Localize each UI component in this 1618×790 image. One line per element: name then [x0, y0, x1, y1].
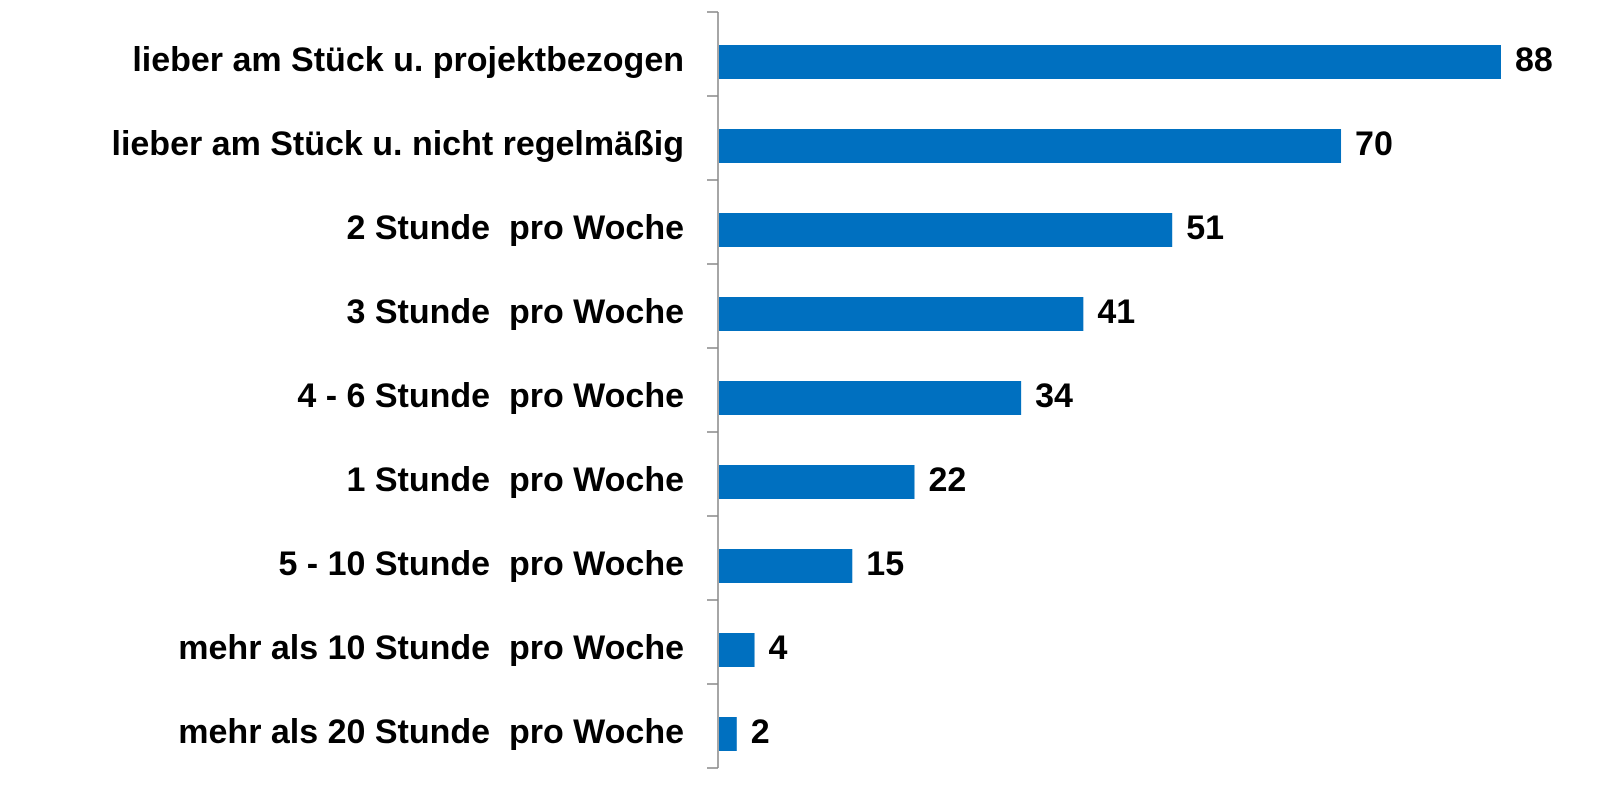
- bar: [719, 213, 1173, 247]
- bar: [719, 465, 915, 499]
- bar: [719, 129, 1342, 163]
- bar: [719, 381, 1022, 415]
- bar: [719, 297, 1084, 331]
- category-label: mehr als 10 Stunde pro Woche: [178, 629, 684, 667]
- value-label: 34: [1035, 377, 1073, 415]
- bar: [719, 717, 737, 751]
- category-label: 4 - 6 Stunde pro Woche: [297, 377, 684, 415]
- category-label: 3 Stunde pro Woche: [346, 293, 684, 331]
- bar: [719, 633, 755, 667]
- category-label: mehr als 20 Stunde pro Woche: [178, 713, 684, 751]
- category-label: 5 - 10 Stunde pro Woche: [278, 545, 684, 583]
- value-label: 15: [866, 545, 904, 583]
- value-label: 4: [769, 629, 788, 667]
- category-label: 1 Stunde pro Woche: [346, 461, 684, 499]
- value-label: 22: [929, 461, 967, 499]
- bar: [719, 549, 853, 583]
- value-label: 2: [751, 713, 770, 751]
- category-label: 2 Stunde pro Woche: [346, 209, 684, 247]
- value-label: 88: [1515, 41, 1553, 79]
- value-label: 70: [1355, 125, 1393, 163]
- value-label: 51: [1186, 209, 1224, 247]
- value-label: 41: [1097, 293, 1135, 331]
- category-label: lieber am Stück u. projektbezogen: [132, 41, 684, 79]
- category-label: lieber am Stück u. nicht regelmäßig: [112, 125, 685, 163]
- bar: [719, 45, 1501, 79]
